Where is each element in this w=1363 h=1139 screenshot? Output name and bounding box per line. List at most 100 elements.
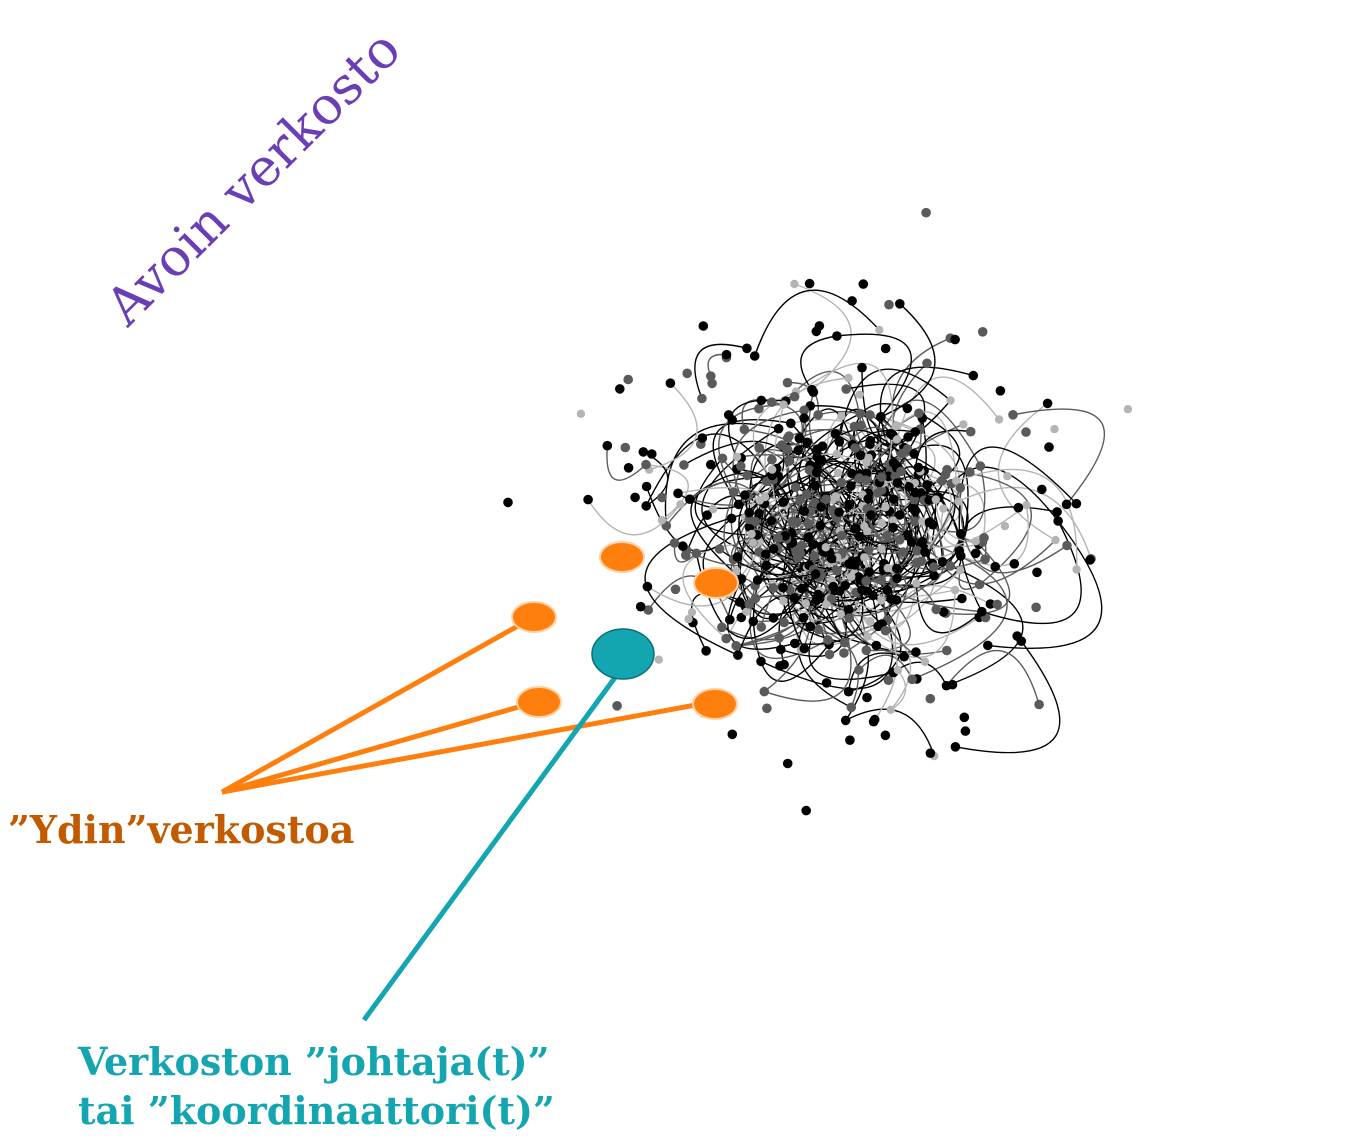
- network-edge: [883, 550, 926, 663]
- network-node: [912, 579, 921, 588]
- network-node: [665, 378, 676, 389]
- network-node: [913, 462, 924, 473]
- network-node: [768, 465, 777, 474]
- network-node: [971, 537, 980, 546]
- network-node: [888, 458, 899, 468]
- network-node: [681, 550, 691, 560]
- network-edge: [754, 289, 880, 357]
- network-edge: [727, 578, 795, 650]
- network-node: [853, 572, 864, 582]
- network-node: [903, 530, 913, 540]
- network-node: [796, 540, 807, 551]
- network-node: [754, 403, 764, 414]
- network-node: [950, 334, 960, 345]
- network-edge: [787, 528, 856, 649]
- network-node: [860, 522, 869, 531]
- network-node: [813, 410, 823, 420]
- network-edge: [890, 669, 907, 711]
- network-node: [1013, 502, 1024, 513]
- network-node: [776, 644, 786, 655]
- network-edge: [677, 486, 773, 587]
- network-node: [576, 409, 586, 418]
- network-node: [925, 748, 936, 758]
- network-node: [888, 494, 899, 505]
- network-node: [789, 391, 800, 402]
- network-node: [732, 566, 741, 576]
- network-node: [899, 651, 909, 662]
- network-node: [821, 494, 831, 505]
- network-node: [912, 557, 922, 568]
- core-node: [692, 688, 738, 720]
- network-edge: [736, 503, 827, 647]
- network-edge: [785, 370, 862, 426]
- network-node: [860, 553, 869, 562]
- network-node: [750, 593, 761, 604]
- network-node: [847, 468, 857, 479]
- network-node: [767, 454, 777, 465]
- network-node: [684, 614, 693, 624]
- network-edge: [694, 457, 758, 536]
- network-node: [892, 573, 902, 584]
- network-node: [736, 612, 747, 623]
- network-edge: [955, 640, 1061, 754]
- network-node: [826, 594, 837, 604]
- network-edge: [845, 708, 935, 757]
- network-node: [1051, 535, 1060, 545]
- network-node: [864, 567, 875, 577]
- network-edge: [718, 403, 784, 493]
- network-node: [778, 582, 788, 593]
- network-node: [714, 544, 725, 554]
- network-node: [910, 427, 920, 437]
- network-node: [799, 405, 809, 416]
- network-edge: [737, 594, 846, 656]
- network-node: [744, 599, 755, 609]
- network-node: [877, 518, 886, 528]
- network-edge: [915, 412, 961, 494]
- network-edge: [645, 463, 689, 521]
- network-node: [795, 495, 805, 505]
- network-node: [790, 279, 799, 289]
- network-node: [850, 443, 860, 453]
- network-node: [983, 640, 993, 651]
- network-node: [861, 576, 871, 586]
- network-node: [702, 510, 712, 520]
- network-node: [725, 614, 735, 625]
- network-node: [873, 621, 883, 632]
- network-node: [821, 543, 830, 552]
- network-node: [907, 503, 918, 514]
- network-node: [789, 593, 800, 603]
- network-node: [836, 477, 847, 488]
- network-node: [1021, 427, 1031, 437]
- network-node: [858, 279, 869, 289]
- network-edge: [879, 366, 974, 464]
- network-node: [871, 640, 882, 651]
- network-node: [736, 461, 746, 471]
- network-node: [841, 384, 851, 394]
- network-edge: [945, 649, 1040, 705]
- network-edge: [997, 402, 1056, 541]
- network-node: [914, 408, 924, 419]
- network-node: [620, 442, 631, 453]
- network-node: [847, 296, 857, 306]
- network-edge: [644, 512, 750, 656]
- network-node: [907, 674, 917, 685]
- network-node: [756, 622, 767, 632]
- network-node: [799, 643, 810, 654]
- network-edge: [825, 482, 860, 538]
- network-node: [697, 433, 708, 443]
- network-node: [959, 420, 968, 429]
- network-node: [946, 396, 955, 405]
- network-node: [895, 535, 905, 545]
- network-node: [844, 613, 855, 623]
- network-node: [727, 415, 737, 425]
- network-node: [823, 635, 833, 645]
- network-node: [812, 444, 823, 455]
- network-node: [767, 397, 777, 408]
- network-edge: [861, 367, 952, 446]
- network-node: [761, 560, 772, 571]
- network-node: [846, 702, 857, 713]
- network-edge: [958, 446, 1077, 556]
- network-node: [805, 621, 816, 632]
- leader-node: [591, 628, 655, 680]
- network-edge: [757, 449, 870, 581]
